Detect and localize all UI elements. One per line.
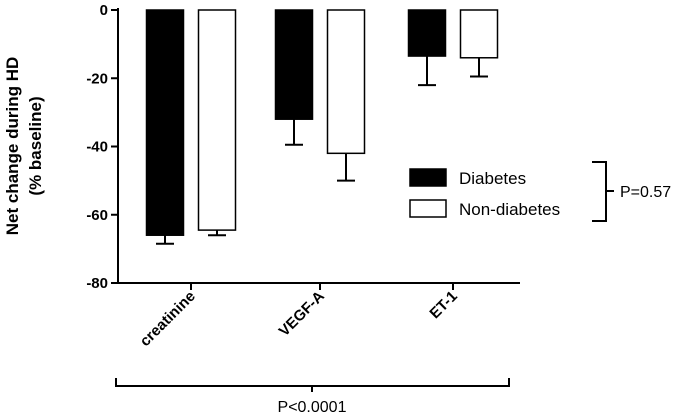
bar-diabetes-0	[145, 9, 185, 236]
legend-swatch-diabetes	[409, 168, 447, 187]
plot-area: 0 -20 -40 -60 -80 creatinine VEGF-A ET-1	[86, 2, 520, 350]
category-bracket	[115, 378, 510, 392]
bar-non-diabetes-2	[459, 9, 499, 59]
legend-label-non-diabetes: Non-diabetes	[459, 200, 560, 219]
y-axis-title-line1: Net change during HD	[3, 57, 22, 236]
y-tick-label-0: 0	[100, 2, 108, 19]
bar-non-diabetes-0	[197, 9, 237, 231]
x-tick-label-2: ET-1	[426, 288, 460, 322]
category-p-value: P<0.0001	[278, 399, 347, 416]
legend: Diabetes Non-diabetes	[409, 168, 560, 219]
bar-non-diabetes-1	[326, 9, 366, 155]
legend-swatch-non-diabetes	[409, 199, 447, 218]
y-tick-label-2: -40	[86, 139, 108, 156]
x-tick-label-1: VEGF-A	[276, 288, 328, 340]
legend-bracket	[592, 161, 614, 222]
y-tick-label-1: -20	[86, 70, 108, 87]
legend-label-diabetes: Diabetes	[459, 169, 526, 188]
y-axis-title-line2: (% baseline)	[26, 96, 45, 195]
bar-diabetes-2	[407, 9, 447, 57]
legend-p-value: P=0.57	[620, 184, 671, 201]
y-tick-label-4: -80	[86, 275, 108, 292]
bar-diabetes-1	[274, 9, 314, 120]
y-tick-label-3: -60	[86, 207, 108, 224]
x-tick-label-0: creatinine	[137, 288, 199, 350]
